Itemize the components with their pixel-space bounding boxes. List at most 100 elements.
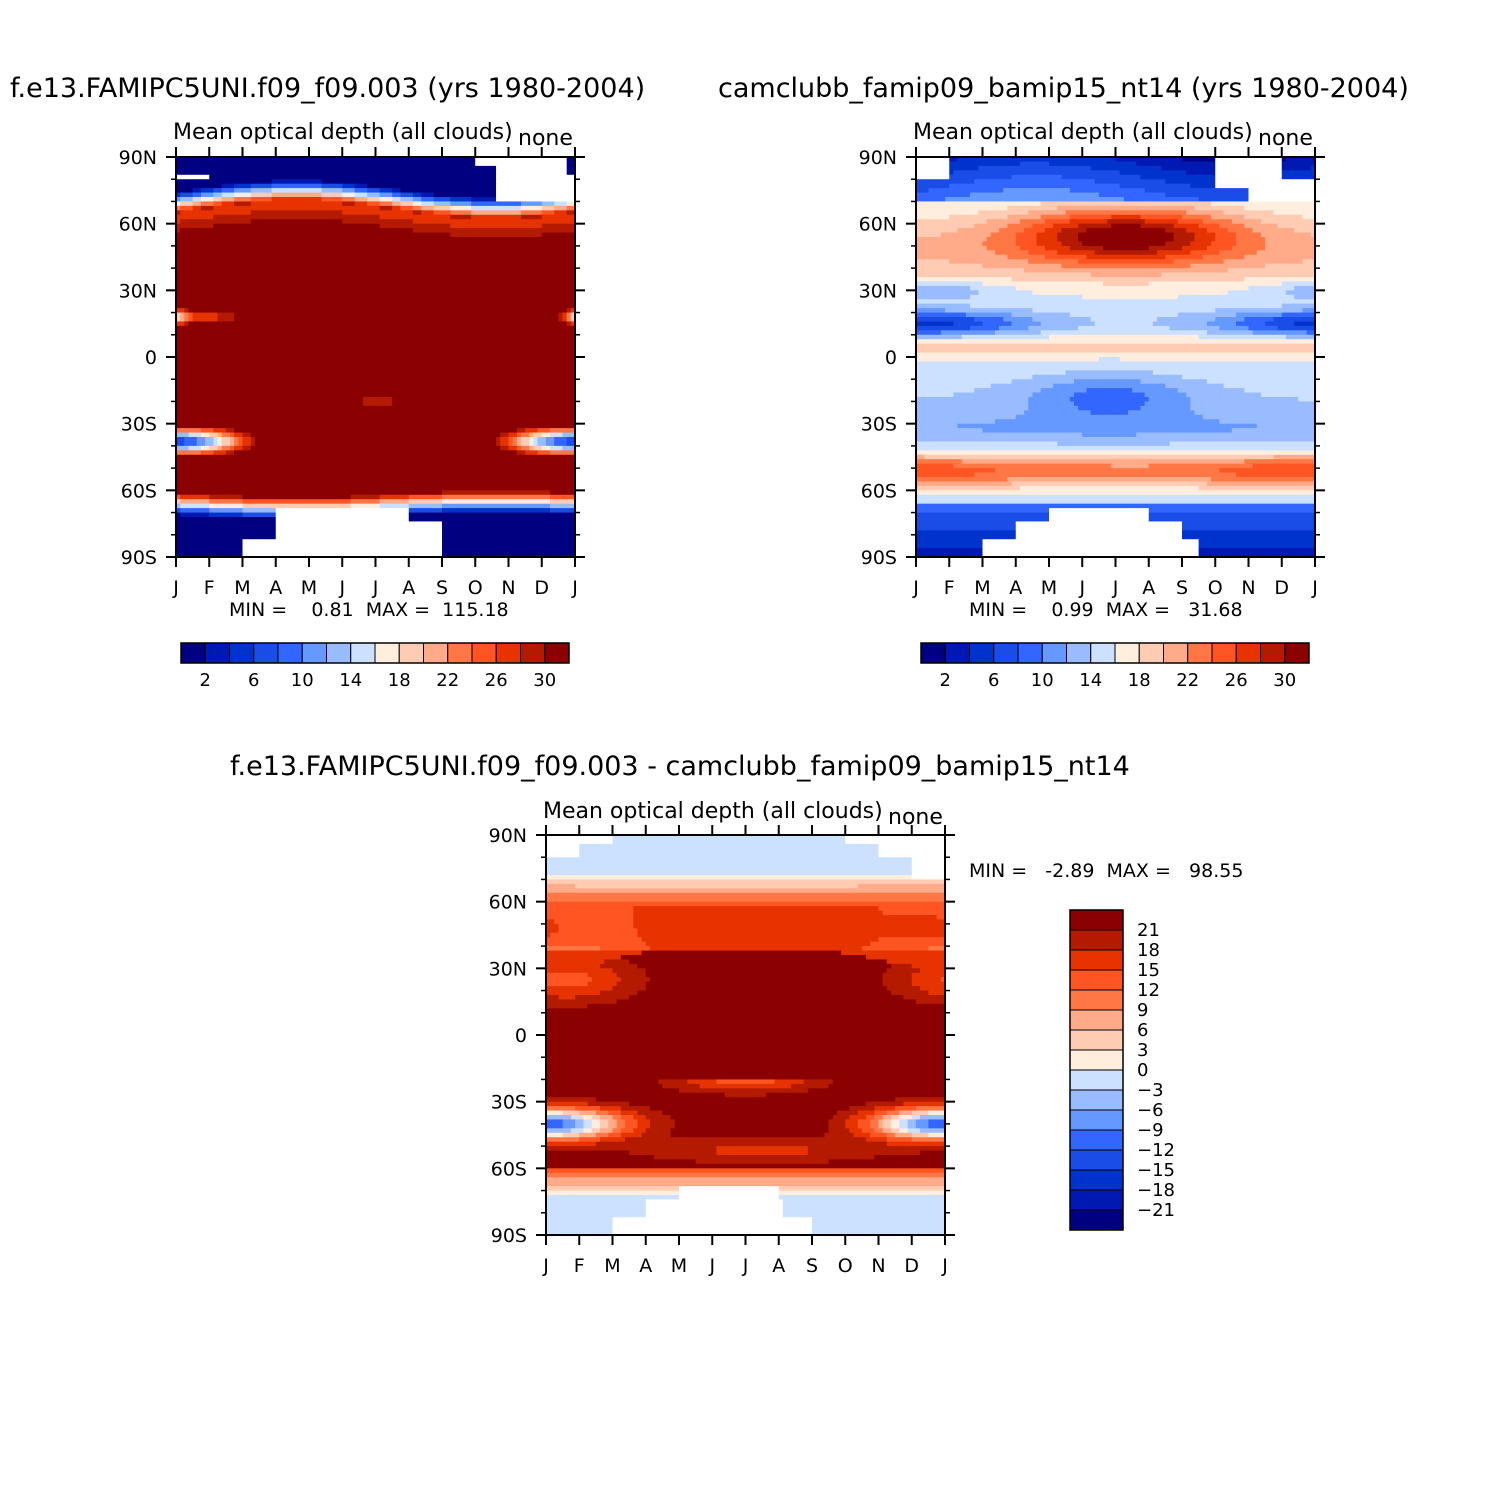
heatmap-cell [180, 512, 210, 518]
heatmap-cell [180, 317, 185, 323]
heatmap-cell [1144, 219, 1179, 225]
colorbar-box [1069, 969, 1124, 991]
heatmap-cell [176, 290, 576, 296]
heatmap-cell [612, 1226, 813, 1232]
heatmap-cell [1040, 214, 1071, 220]
colorbar-label: 22 [436, 670, 459, 691]
heatmap-cell [1140, 379, 1208, 385]
heatmap-cell [176, 539, 244, 545]
heatmap-cell [496, 188, 576, 194]
heatmap-cell [1236, 312, 1283, 318]
heatmap-cell [234, 317, 559, 323]
heatmap-cell [649, 1119, 676, 1125]
colorbar-box [544, 642, 570, 664]
heatmap-cell [1111, 214, 1142, 220]
heatmap-cell [579, 843, 880, 849]
heatmap-cell [546, 1137, 580, 1143]
heatmap-cell [916, 437, 1316, 443]
heatmap-cell [1265, 237, 1316, 243]
heatmap-cell [662, 1110, 838, 1116]
heatmap-cell [234, 441, 239, 447]
heatmap-cell [562, 1132, 580, 1138]
colorbar-box [447, 642, 473, 664]
heatmap-cell [1015, 232, 1038, 238]
heatmap-cell [1078, 232, 1175, 238]
heatmap-cell [213, 441, 219, 447]
heatmap-cell [1090, 410, 1129, 416]
heatmap-cell [562, 445, 576, 451]
heatmap-cell [1227, 290, 1287, 296]
heatmap-cell [633, 906, 880, 912]
heatmap-cell [400, 201, 414, 207]
colorbar-box [1069, 1129, 1124, 1151]
heatmap-cell [587, 1101, 630, 1107]
heatmap-cell [982, 263, 1063, 269]
heatmap-cell [213, 437, 219, 443]
heatmap-cell [949, 170, 955, 176]
heatmap-cell [1011, 321, 1042, 327]
heatmap-cell [176, 459, 576, 465]
heatmap-cell [550, 494, 576, 500]
heatmap-cell [520, 201, 543, 207]
heatmap-cell [649, 1123, 676, 1129]
heatmap-cell [1206, 321, 1237, 327]
heatmap-cell [537, 437, 547, 443]
heatmap-cell [546, 879, 946, 885]
heatmap-cell [916, 325, 971, 331]
heatmap-cell [1215, 232, 1237, 238]
heatmap-cell [1206, 330, 1254, 336]
heatmap-cell [807, 1088, 946, 1094]
heatmap-cell [1294, 321, 1316, 327]
colorbar-box [1187, 642, 1213, 664]
heatmap-cell [433, 197, 451, 203]
heatmap-cell [546, 1186, 680, 1192]
heatmap-cell [1173, 259, 1225, 265]
heatmap-cell [176, 543, 244, 549]
heatmap-cell [1186, 392, 1262, 398]
heatmap-cell [866, 955, 946, 961]
heatmap-cell [1061, 263, 1191, 269]
colorbar-label: −9 [1137, 1120, 1164, 1141]
heatmap-cell [1281, 161, 1316, 167]
heatmap-cell [442, 503, 551, 509]
heatmap-cell [916, 530, 1017, 536]
heatmap-cell [379, 499, 410, 505]
heatmap-cell [1049, 512, 1150, 518]
heatmap-cell [1036, 237, 1058, 243]
heatmap-cell [1011, 174, 1063, 180]
heatmap-cell [1236, 321, 1266, 327]
heatmap-cell [176, 405, 576, 411]
colorbar-label: 14 [339, 670, 362, 691]
heatmap-cell [1111, 463, 1150, 469]
heatmap-cell [1190, 397, 1299, 403]
heatmap-cell [546, 968, 614, 974]
heatmap-cell [176, 192, 181, 198]
heatmap-cell [641, 1132, 672, 1138]
heatmap-cell [537, 450, 551, 456]
heatmap-cell [637, 990, 892, 996]
heatmap-cell [600, 963, 639, 969]
heatmap-cell [645, 1115, 672, 1121]
heatmap-cell [1294, 228, 1316, 234]
heatmap-cell [620, 977, 651, 983]
heatmap-cell [250, 197, 273, 203]
heatmap-cell [916, 423, 959, 429]
heatmap-cell [1190, 241, 1212, 247]
heatmap-cell [1119, 357, 1316, 363]
x-tick-label: J [941, 1255, 948, 1277]
heatmap-cell [916, 205, 1009, 211]
heatmap-cell [546, 1048, 946, 1054]
heatmap-cell [600, 1128, 614, 1134]
heatmap-cell [670, 1115, 834, 1121]
heatmap-cell [994, 250, 1029, 256]
heatmap-cell [1211, 477, 1316, 483]
heatmap-cell [475, 157, 568, 163]
heatmap-cell [1298, 397, 1316, 403]
heatmap-cell [1003, 317, 1033, 323]
heatmap-cell [392, 401, 576, 407]
heatmap-cell [176, 343, 576, 349]
heatmap-cell [184, 437, 198, 443]
left-panel-subtitle: Mean optical depth (all clouds) [173, 120, 513, 145]
heatmap-cell [629, 1101, 867, 1107]
